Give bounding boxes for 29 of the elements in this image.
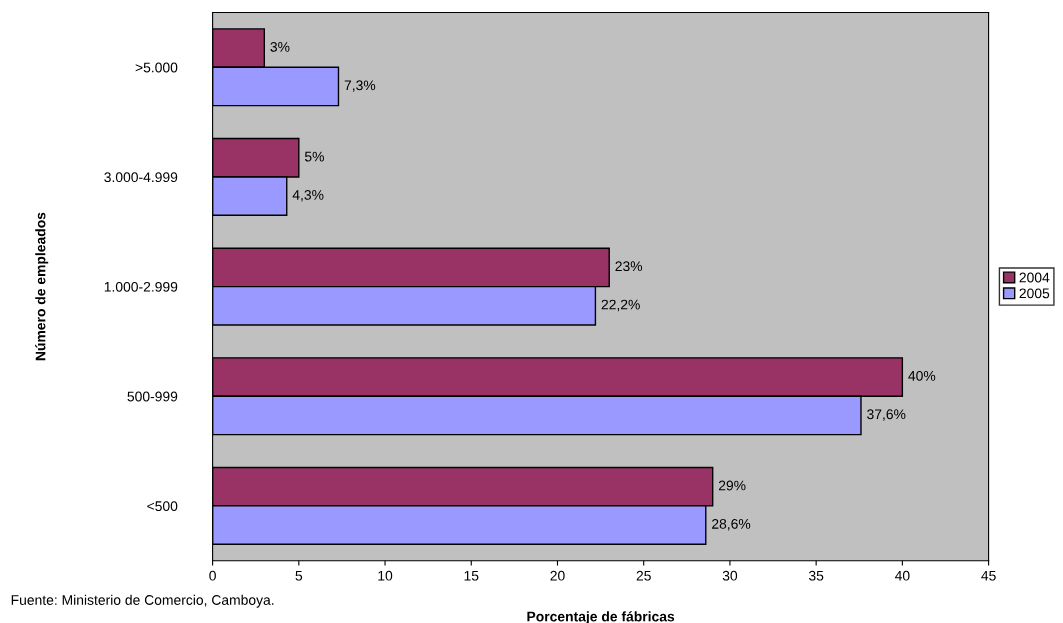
data-label: 28,6% bbox=[712, 518, 751, 531]
source-note: Fuente: Ministerio de Comercio, Camboya. bbox=[11, 594, 274, 608]
x-tick-label: 20 bbox=[550, 570, 565, 581]
x-tick-label: 0 bbox=[209, 570, 216, 581]
legend-label: 2005 bbox=[1019, 288, 1050, 299]
x-tick-label: 10 bbox=[378, 570, 393, 581]
x-tick-label: 40 bbox=[894, 570, 910, 581]
y-tick-label: >5.000 bbox=[135, 62, 178, 73]
x-tick-label: 45 bbox=[981, 570, 996, 581]
y-axis-title: Número de empleados bbox=[35, 212, 49, 361]
legend-label: 2004 bbox=[1019, 272, 1050, 283]
x-tick-label: 15 bbox=[464, 570, 479, 581]
data-label: 29% bbox=[718, 480, 746, 491]
y-tick-label: 3.000-4.999 bbox=[104, 172, 178, 183]
data-label: 40% bbox=[908, 370, 936, 381]
data-label: 5% bbox=[304, 151, 324, 162]
y-tick-label: <500 bbox=[147, 501, 178, 512]
x-tick-label: 30 bbox=[722, 570, 738, 581]
data-label: 3% bbox=[270, 41, 290, 52]
data-label: 37,6% bbox=[867, 409, 906, 421]
x-tick-label: 5 bbox=[295, 570, 303, 581]
x-tick-label: 35 bbox=[808, 570, 824, 581]
y-tick-label: 1.000-2.999 bbox=[104, 281, 178, 292]
data-label: 22,2% bbox=[601, 299, 640, 312]
data-label: 4,3% bbox=[292, 190, 324, 202]
y-tick-label: 500-999 bbox=[127, 391, 178, 402]
data-label: 23% bbox=[615, 261, 643, 272]
data-label: 7,3% bbox=[344, 80, 376, 92]
x-tick-label: 25 bbox=[636, 570, 651, 581]
